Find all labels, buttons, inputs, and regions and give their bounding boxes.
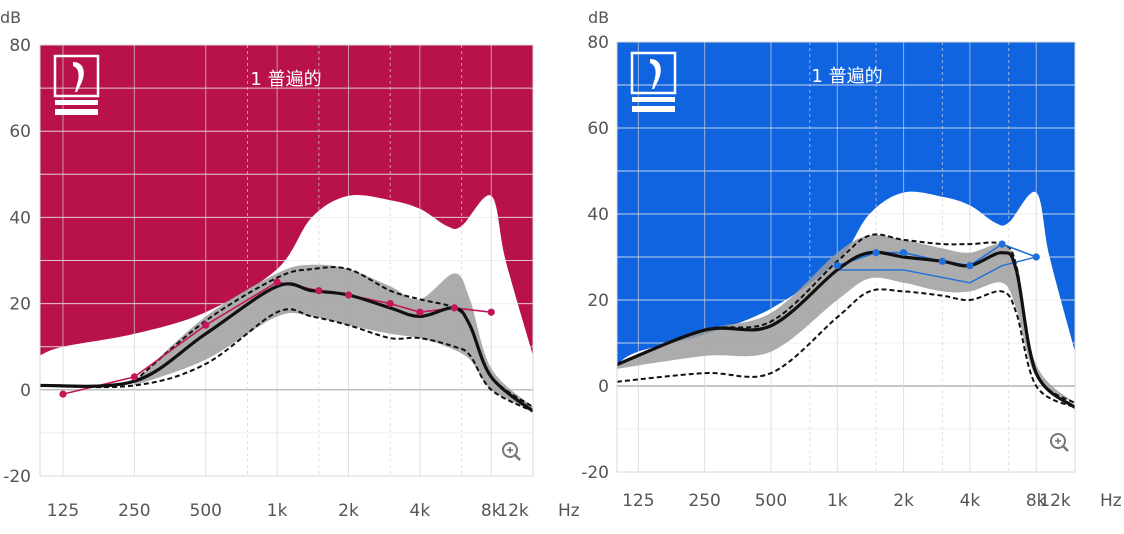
measured-point — [1032, 253, 1040, 261]
x-tick-label: 250 — [688, 491, 720, 511]
x-tick-label: 12k — [497, 501, 529, 521]
y-axis-unit-left: dB — [0, 8, 21, 27]
dashed-lower-curve-right — [617, 288, 1075, 409]
measured-point — [202, 321, 210, 329]
x-tick-label: 500 — [755, 491, 787, 511]
measured-point — [872, 249, 880, 257]
measured-point — [273, 278, 281, 286]
measured-point — [833, 262, 841, 270]
program-title-right: 1 普遍的 — [811, 66, 882, 87]
zoom-icon[interactable] — [502, 442, 521, 461]
x-tick-label: 125 — [622, 491, 654, 511]
dashed-lower-curve-left — [40, 308, 533, 413]
y-tick-label: 80 — [587, 33, 609, 53]
shaded-band-left — [134, 264, 533, 412]
zoom-icon[interactable] — [1050, 433, 1069, 452]
x-axis-unit-left: Hz — [558, 501, 580, 521]
x-tick-label: 12k — [1039, 491, 1071, 511]
measured-point — [386, 300, 394, 308]
x-tick-label: 1k — [267, 501, 288, 521]
y-tick-label: 40 — [9, 208, 31, 228]
x-tick-label: 4k — [410, 501, 431, 521]
plot-area-left: 1 普遍的 — [40, 45, 533, 476]
program-title-left: 1 普遍的 — [250, 69, 321, 90]
y-tick-labels-right: 80 60 40 20 0 -20 — [581, 33, 609, 483]
y-tick-label: 80 — [9, 36, 31, 56]
y-tick-label: -20 — [3, 467, 31, 487]
x-tick-label: 8k — [481, 501, 502, 521]
y-tick-label: 60 — [587, 119, 609, 139]
unreachable-region-left — [40, 45, 533, 356]
measured-point — [450, 304, 459, 312]
measured-point — [899, 249, 908, 257]
measured-point — [998, 240, 1006, 248]
y-tick-label: 40 — [587, 205, 609, 225]
x-tick-label: 2k — [893, 491, 914, 511]
hearing-aid-icon — [53, 54, 100, 115]
measured-point — [59, 390, 67, 398]
measured-point — [416, 308, 424, 316]
y-tick-label: 20 — [9, 295, 31, 315]
y-tick-labels-left: 80 60 40 20 0 -20 — [3, 36, 31, 487]
x-tick-label: 4k — [960, 491, 981, 511]
dashed-upper-curve-left — [133, 266, 533, 408]
plot-area-right: 1 普遍的 — [617, 42, 1075, 472]
x-tick-label: 2k — [338, 501, 359, 521]
shaded-band-right — [617, 234, 1075, 404]
x-tick-label: 250 — [118, 501, 150, 521]
x-tick-label: 1k — [827, 491, 848, 511]
y-tick-label: 20 — [587, 291, 609, 311]
measured-points-left — [59, 278, 495, 398]
measured-point — [315, 287, 323, 295]
x-tick-label: 500 — [190, 501, 222, 521]
y-tick-label: 60 — [9, 122, 31, 142]
grid-left — [40, 45, 533, 476]
y-tick-label: 0 — [598, 377, 609, 397]
unreachable-region-right — [617, 42, 1075, 365]
measured-point — [344, 291, 353, 299]
target-curve-left — [40, 282, 533, 413]
x-tick-label: 8k — [1026, 491, 1047, 511]
target-curve-right — [617, 250, 1075, 409]
y-axis-unit-right: dB — [588, 8, 609, 27]
x-axis-unit-right: Hz — [1100, 491, 1122, 511]
measured-points-right — [833, 240, 1040, 270]
measured-point — [938, 257, 946, 265]
measured-point — [130, 373, 138, 381]
measured-point — [966, 262, 974, 270]
x-tick-label: 125 — [47, 501, 79, 521]
hearing-aid-icon — [630, 51, 677, 112]
measured-point — [487, 308, 495, 316]
y-tick-label: -20 — [581, 463, 609, 483]
y-tick-label: 0 — [20, 381, 31, 401]
